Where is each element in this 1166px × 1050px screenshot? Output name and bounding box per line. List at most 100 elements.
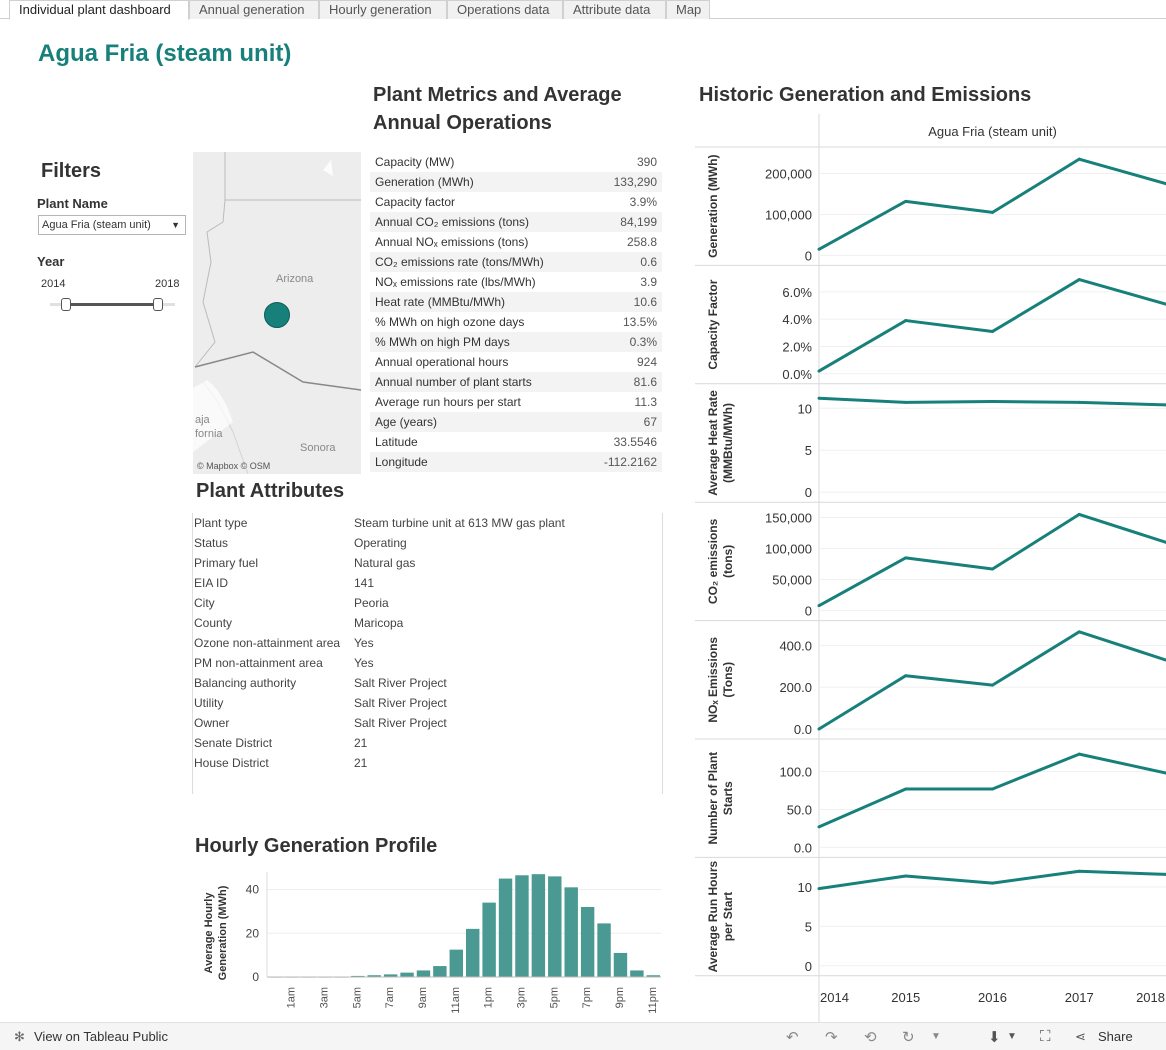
attribute-label: Utility <box>194 696 224 710</box>
attribute-label: Owner <box>194 716 230 730</box>
metric-row: Age (years) 67 <box>370 412 662 432</box>
attributes-heading: Plant Attributes <box>196 480 345 502</box>
historic-charts[interactable]: Agua Fria (steam unit) 0 100,000 200,000 Gen… <box>695 114 1166 1022</box>
hourly-generation-chart[interactable]: 0 20 40 1am 3am 5am 7am 9am 11am 1pm 3pm 5pm 7pm 9pm 1… <box>195 868 665 1020</box>
x-tick-label: 1am <box>286 987 298 1008</box>
year-label: Year <box>37 254 65 269</box>
download-dropdown-icon[interactable]: ▼ <box>1007 1031 1017 1042</box>
historic-heading: Historic Generation and Emissions <box>699 84 1032 106</box>
bar-6am <box>367 975 381 977</box>
y-tick-label: 6.0% <box>782 285 812 300</box>
fullscreen-icon[interactable]: ⛶ <box>1040 1028 1051 1045</box>
x-tick-label: 11am <box>450 987 462 1014</box>
y-axis-title: CO₂ emissions(tons) <box>706 518 735 604</box>
attribute-value: Yes <box>354 656 374 670</box>
metric-value: 0.3% <box>629 335 657 349</box>
metric-value: 10.6 <box>633 295 657 309</box>
metric-value: 84,199 <box>620 215 657 229</box>
attribute-row: City Peoria <box>193 593 662 613</box>
metric-value: 81.6 <box>633 375 657 389</box>
y-axis-title-line1: CO₂ emissions <box>706 518 720 604</box>
plant-location-map[interactable]: Arizona aja fornia Sonora © Mapbox © OSM <box>193 152 361 474</box>
map-label-arizona: Arizona <box>276 273 314 285</box>
metric-label: Average run hours per start <box>375 395 521 409</box>
year-slider-max-handle[interactable] <box>153 298 163 311</box>
plant-name-label: Plant Name <box>37 196 108 211</box>
metric-label: % MWh on high PM days <box>375 335 510 349</box>
data-point <box>904 319 908 323</box>
data-point <box>817 887 821 891</box>
attribute-value: Salt River Project <box>354 716 447 730</box>
metric-label: % MWh on high ozone days <box>375 315 525 329</box>
plant-name-dropdown[interactable]: Agua Fria (steam unit) ▼ <box>38 215 186 235</box>
y-tick-label: 0.0 <box>794 722 812 737</box>
metric-value: 33.5546 <box>613 435 657 449</box>
redo-icon[interactable]: ↷ <box>825 1029 838 1046</box>
metric-row: Heat rate (MMBtu/MWh) 10.6 <box>370 292 662 312</box>
metric-value: -112.2162 <box>603 455 657 469</box>
attribute-row: Ozone non-attainment area Yes <box>193 633 662 653</box>
download-icon[interactable]: ⬇ <box>988 1029 1001 1046</box>
metric-label: Capacity (MW) <box>375 155 455 169</box>
refresh-icon[interactable]: ↻ <box>902 1029 915 1046</box>
attribute-label: Primary fuel <box>194 556 259 570</box>
y-tick-label: 20 <box>246 926 260 940</box>
data-point <box>817 727 821 731</box>
plant-location-marker[interactable] <box>264 302 290 328</box>
attribute-label: Status <box>194 536 229 550</box>
tab-map[interactable]: Map <box>666 0 710 19</box>
data-point <box>1077 278 1081 282</box>
year-max-label: 2018 <box>155 278 180 290</box>
metric-label: NOₓ emissions rate (lbs/MWh) <box>375 275 536 289</box>
y-tick-label: 0.0% <box>782 367 812 382</box>
metric-row: Annual operational hours 924 <box>370 352 662 372</box>
metric-value: 3.9 <box>640 275 657 289</box>
plant-name-value: Agua Fria (steam unit) <box>42 219 151 231</box>
y-tick-label: 0 <box>252 970 259 984</box>
y-tick-label: 50,000 <box>772 573 812 588</box>
tab-attribute-data[interactable]: Attribute data <box>563 0 666 19</box>
filters-heading: Filters <box>41 160 102 182</box>
tab-annual-generation[interactable]: Annual generation <box>189 0 319 19</box>
attribute-value: Maricopa <box>354 616 404 630</box>
bar-6pm <box>564 887 578 977</box>
tab-hourly-generation[interactable]: Hourly generation <box>319 0 447 19</box>
year-min-label: 2014 <box>41 278 66 290</box>
attribute-value: Salt River Project <box>354 696 447 710</box>
metric-label: Latitude <box>375 435 418 449</box>
metric-row: NOₓ emissions rate (lbs/MWh) 3.9 <box>370 272 662 292</box>
bar-8am <box>400 972 414 977</box>
attribute-label: EIA ID <box>194 576 229 590</box>
y-axis-title-line2: per Start <box>721 892 735 941</box>
view-on-tableau-link[interactable]: View on Tableau Public <box>34 1029 168 1044</box>
x-tick-label: 9am <box>417 987 429 1008</box>
map-label-sonora: Sonora <box>300 442 336 454</box>
refresh-dropdown-icon[interactable]: ▼ <box>931 1031 941 1042</box>
tab-operations-data[interactable]: Operations data <box>447 0 563 19</box>
data-point <box>991 683 994 687</box>
revert-icon[interactable]: ⟲ <box>864 1029 877 1046</box>
y-axis-title-line2: (MMBtu/MWh) <box>721 403 735 483</box>
y-tick-label: 150,000 <box>765 511 812 526</box>
share-button[interactable]: Share <box>1098 1029 1133 1044</box>
year-slider-min-handle[interactable] <box>61 298 71 311</box>
y-tick-label: 200,000 <box>765 166 812 181</box>
metric-label: Annual operational hours <box>375 355 509 369</box>
tab-bar: Individual plant dashboard Annual genera… <box>0 0 1166 20</box>
x-tick-label: 2016 <box>978 990 1007 1005</box>
attribute-row: Utility Salt River Project <box>193 693 662 713</box>
attribute-row: EIA ID 141 <box>193 573 662 593</box>
x-tick-label: 5pm <box>548 987 560 1008</box>
y-axis-title: Average Run Hoursper Start <box>706 860 735 972</box>
metric-row: Annual number of plant starts 81.6 <box>370 372 662 392</box>
x-tick-label: 2018 <box>1136 990 1165 1005</box>
attribute-row: Owner Salt River Project <box>193 713 662 733</box>
data-point <box>904 556 908 560</box>
share-icon[interactable]: ⋖ <box>1075 1029 1086 1044</box>
attribute-label: PM non-attainment area <box>194 656 323 670</box>
undo-icon[interactable]: ↶ <box>786 1029 799 1046</box>
tab-individual-plant-dashboard[interactable]: Individual plant dashboard <box>9 0 189 20</box>
x-tick-label: 1pm <box>483 987 495 1008</box>
metric-value: 0.6 <box>640 255 657 269</box>
data-point <box>991 210 994 214</box>
